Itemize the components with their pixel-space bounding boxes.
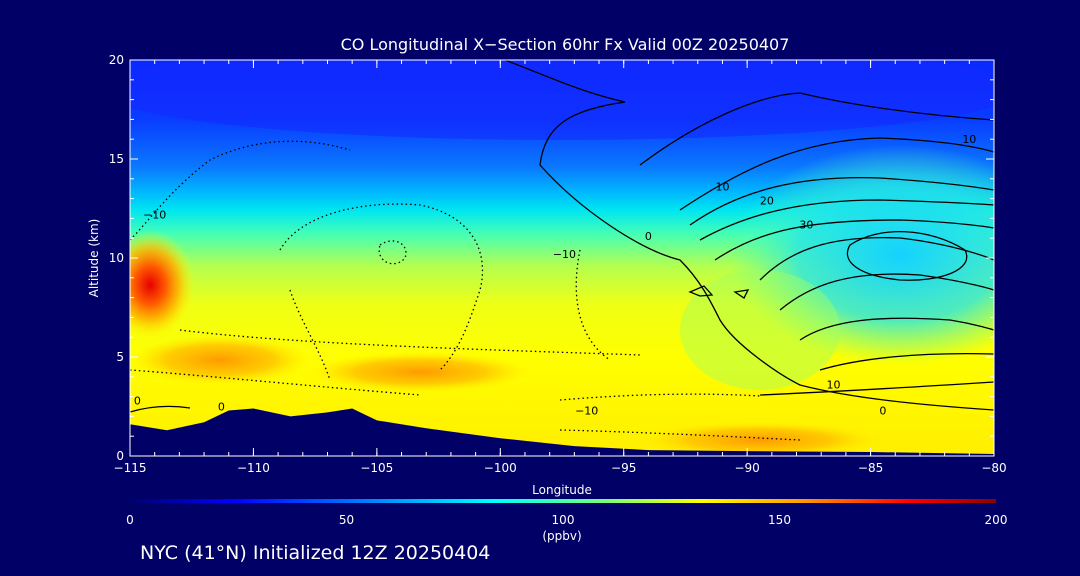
- y-tick-label: 15: [109, 152, 124, 166]
- terrain: [130, 408, 994, 456]
- co-heatmap-field: [130, 60, 994, 456]
- x-tick-label: −85: [858, 461, 883, 475]
- x-tick-label: −105: [360, 461, 393, 475]
- contour-label: 10: [715, 181, 729, 194]
- y-tick-label: 0: [116, 449, 124, 463]
- colorbar-tick-label: 50: [339, 513, 354, 527]
- y-tick-label: 10: [109, 251, 124, 265]
- x-tick-label: −100: [484, 461, 517, 475]
- y-tick-label: 5: [116, 350, 124, 364]
- contour-label: 0: [879, 404, 886, 417]
- x-axis-label: Longitude: [532, 483, 592, 497]
- contour-label: −10: [575, 404, 598, 417]
- y-axis-label: Altitude (km): [87, 219, 101, 298]
- colorbar-tick-label: 100: [552, 513, 575, 527]
- contour-label: 20: [760, 195, 774, 208]
- chart-title: CO Longitudinal X−Section 60hr Fx Valid …: [341, 35, 790, 54]
- x-tick-label: −110: [237, 461, 270, 475]
- x-tick-label: −95: [611, 461, 636, 475]
- colorbar-gradient: [130, 499, 996, 503]
- dotted-contours: [130, 140, 801, 441]
- contour-label: 0: [218, 400, 225, 413]
- contour-labels: 10 10 20 30 0 −10 −10 10 0 −10 0 0: [134, 133, 976, 417]
- x-axis: −115 −110 −105 −100 −95 −90 −85 −80: [114, 60, 1007, 475]
- colorbar-unit-label: (ppbv): [542, 529, 581, 543]
- colorbar-tick-label: 150: [768, 513, 791, 527]
- run-info-footer: NYC (41°N) Initialized 12Z 20250404: [140, 542, 491, 564]
- colorbar-tick-label: 0: [126, 513, 134, 527]
- contour-label: 0: [645, 230, 652, 243]
- colorbar: 0 50 100 150 200 (ppbv): [126, 499, 1007, 543]
- contour-label: 10: [962, 133, 976, 146]
- x-tick-label: −115: [114, 461, 147, 475]
- contour-label: −10: [143, 208, 166, 221]
- contour-label: 30: [799, 218, 813, 231]
- contour-label: −10: [553, 248, 576, 261]
- x-tick-label: −80: [981, 461, 1006, 475]
- contour-label: 0: [134, 395, 141, 408]
- x-tick-label: −90: [734, 461, 759, 475]
- y-tick-label: 20: [109, 53, 124, 67]
- contour-label: 10: [827, 379, 841, 392]
- y-axis: 0 5 10 15 20: [109, 53, 994, 463]
- colorbar-ticks: 0 50 100 150 200: [126, 513, 1007, 527]
- colorbar-tick-label: 200: [985, 513, 1008, 527]
- contour-lines: [130, 60, 994, 413]
